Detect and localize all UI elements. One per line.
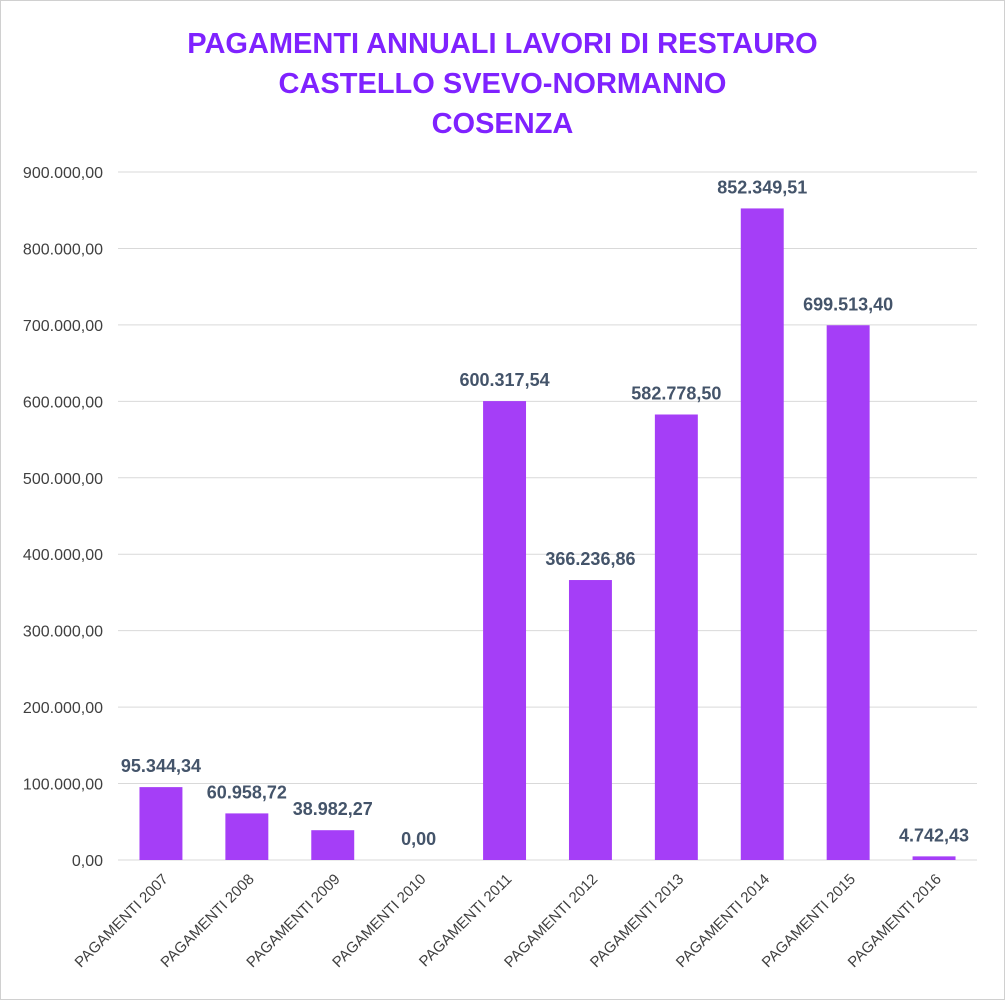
- data-label: 699.513,40: [803, 294, 893, 314]
- data-label: 95.344,34: [121, 756, 201, 776]
- chart-title-line-2: CASTELLO SVEVO-NORMANNO: [278, 68, 727, 100]
- bar: [654, 414, 698, 860]
- data-label: 38.982,27: [293, 799, 373, 819]
- y-tick-label: 900.000,00: [23, 165, 103, 182]
- chart-title: PAGAMENTI ANNUALI LAVORI DI RESTAURO CAS…: [0, 24, 1005, 144]
- data-label: 852.349,51: [717, 177, 807, 197]
- bar: [740, 208, 784, 860]
- bar: [311, 830, 355, 860]
- bar: [139, 787, 183, 860]
- x-category-label: PAGAMENTI 2007: [72, 871, 172, 971]
- data-label: 366.236,86: [545, 549, 635, 569]
- chart-title-line-3: COSENZA: [431, 108, 574, 140]
- data-label: 0,00: [401, 829, 436, 849]
- data-label: 582.778,50: [631, 383, 721, 403]
- y-tick-label: 400.000,00: [23, 547, 103, 564]
- data-label: 4.742,43: [899, 825, 969, 845]
- data-labels: 95.344,34 60.958,72 38.982,27 0,00 600.317,5…: [121, 177, 969, 849]
- y-tick-label: 700.000,00: [23, 318, 103, 335]
- x-category-label: PAGAMENTI 2014: [673, 871, 773, 971]
- y-tick-label: 0,00: [72, 853, 103, 870]
- bar: [568, 580, 612, 860]
- bar: [483, 401, 527, 860]
- data-label: 60.958,72: [207, 782, 287, 802]
- y-tick-label: 300.000,00: [23, 624, 103, 641]
- bars: [139, 208, 956, 860]
- x-category-label: PAGAMENTI 2008: [157, 871, 257, 971]
- y-tick-label: 200.000,00: [23, 700, 103, 717]
- bar: [912, 856, 956, 860]
- bar: [225, 813, 269, 860]
- x-category-label: PAGAMENTI 2009: [243, 871, 343, 971]
- y-tick-label: 600.000,00: [23, 394, 103, 411]
- y-tick-label: 100.000,00: [23, 777, 103, 794]
- x-category-label: PAGAMENTI 2013: [587, 871, 687, 971]
- data-label: 600.317,54: [460, 370, 550, 390]
- y-tick-label: 500.000,00: [23, 471, 103, 488]
- x-category-label: PAGAMENTI 2016: [845, 871, 945, 971]
- y-tick-label: 800.000,00: [23, 241, 103, 258]
- x-category-label: PAGAMENTI 2015: [759, 871, 859, 971]
- x-category-label: PAGAMENTI 2010: [329, 871, 429, 971]
- y-axis-tick-labels: 0,00 100.000,00 200.000,00 300.000,00 400.00…: [23, 165, 103, 870]
- x-category-label: PAGAMENTI 2012: [501, 871, 601, 971]
- chart-title-line-1: PAGAMENTI ANNUALI LAVORI DI RESTAURO: [187, 28, 818, 60]
- x-category-label: PAGAMENTI 2011: [416, 871, 515, 970]
- bar: [826, 325, 870, 860]
